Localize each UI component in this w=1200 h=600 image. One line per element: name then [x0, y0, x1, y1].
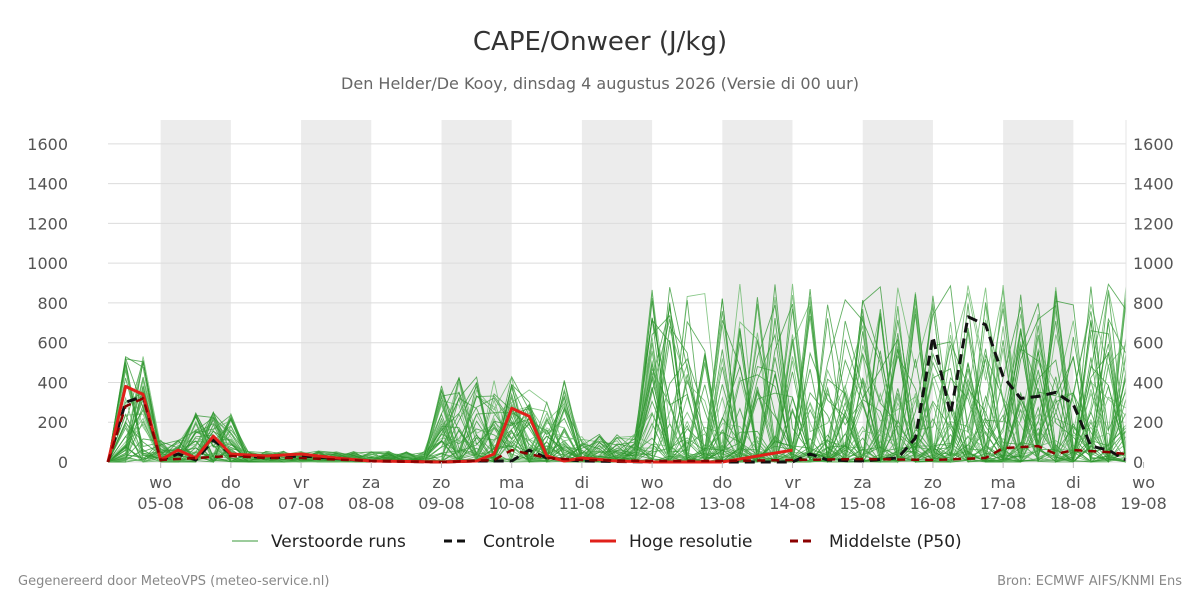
x-tick-day: wo: [149, 473, 172, 492]
shaded-day: [160, 120, 231, 462]
x-tick-day: zo: [924, 473, 942, 492]
x-tick-date: 07-08: [278, 494, 325, 513]
y-tick-label-right: 1200: [1133, 214, 1174, 233]
y-tick-label-right: 1000: [1133, 254, 1174, 273]
y-tick-label: 0: [58, 453, 68, 472]
footer-generated: Gegenereerd door MeteoVPS (meteo-service…: [18, 574, 329, 589]
y-tick-label: 1000: [27, 254, 68, 273]
x-tick-day: zo: [432, 473, 450, 492]
x-tick-day: wo: [641, 473, 664, 492]
x-tick-day: di: [1066, 473, 1081, 492]
y-tick-label: 400: [37, 373, 68, 392]
y-axis-left: 0 200 400 600 800 1000 1200 1400 1600: [27, 135, 68, 472]
x-tick-date: 19-08: [1120, 494, 1167, 513]
legend-label: Verstoorde runs: [271, 532, 406, 552]
y-tick-label: 1600: [27, 135, 68, 154]
x-tick-day: di: [575, 473, 590, 492]
x-tick-date: 12-08: [629, 494, 676, 513]
x-tick-date: 10-08: [488, 494, 535, 513]
y-tick-label-right: 1400: [1133, 175, 1174, 194]
y-axis-right: 0 200 400 600 800 1000 1200 1400 1600: [1125, 120, 1174, 472]
x-tick-date: 14-08: [769, 494, 816, 513]
x-tick-day: ma: [990, 473, 1015, 492]
y-tick-label-right: 200: [1133, 413, 1164, 432]
chart-subtitle: Den Helder/De Kooy, dinsdag 4 augustus 2…: [341, 74, 859, 93]
x-tick-day: vr: [293, 473, 309, 492]
x-tick-date: 09-08: [418, 494, 465, 513]
footer-source: Bron: ECMWF AIFS/KNMI Ens: [997, 574, 1182, 589]
legend: Verstoorde runs Controle Hoge resolutie Mid…: [232, 532, 962, 552]
y-tick-label: 1400: [27, 175, 68, 194]
x-tick-day: vr: [784, 473, 800, 492]
high-resolution-line: [106, 384, 793, 464]
x-tick-date: 05-08: [137, 494, 184, 513]
x-tick-date: 15-08: [839, 494, 886, 513]
y-tick-label-right: 800: [1133, 294, 1164, 313]
x-tick-date: 06-08: [208, 494, 255, 513]
median-p50-line: [106, 397, 1127, 464]
y-tick-label-right: 600: [1133, 334, 1164, 353]
x-tick-day: za: [854, 473, 872, 492]
x-tick-day: ma: [499, 473, 524, 492]
legend-label: Middelste (P50): [829, 532, 962, 552]
x-tick-date: 16-08: [910, 494, 957, 513]
y-tick-label-right: 0: [1133, 453, 1143, 472]
legend-label: Controle: [483, 532, 555, 552]
y-tick-label: 600: [37, 334, 68, 353]
x-tick-day: do: [712, 473, 732, 492]
x-tick-date: 17-08: [980, 494, 1027, 513]
x-tick-day: do: [221, 473, 241, 492]
chart-title: CAPE/Onweer (J/kg): [473, 27, 727, 57]
x-tick-date: 13-08: [699, 494, 746, 513]
x-tick-date: 18-08: [1050, 494, 1097, 513]
legend-label: Hoge resolutie: [629, 532, 753, 552]
y-tick-label: 200: [37, 413, 68, 432]
x-tick-date: 08-08: [348, 494, 395, 513]
x-tick-day: za: [362, 473, 380, 492]
y-tick-label: 800: [37, 294, 68, 313]
x-tick-date: 11-08: [559, 494, 606, 513]
y-tick-label-right: 400: [1133, 373, 1164, 392]
perturbed-run-line: [107, 300, 1127, 463]
x-axis: wo 05-08 do 06-08 vr 07-08 za 08-08 zo 09-08 ma 10-…: [137, 462, 1167, 513]
y-tick-label: 1200: [27, 214, 68, 233]
y-tick-label-right: 1600: [1133, 135, 1174, 154]
shaded-day: [301, 120, 372, 462]
x-tick-day: wo: [1132, 473, 1155, 492]
